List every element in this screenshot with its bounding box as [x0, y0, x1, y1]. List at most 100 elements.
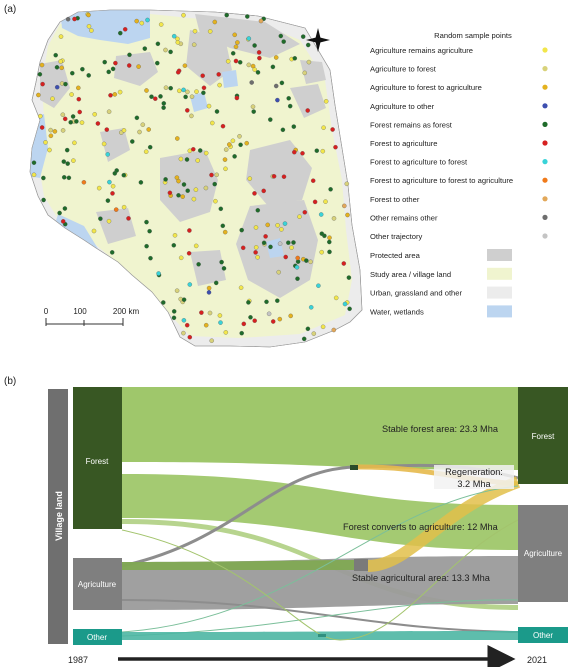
sample-point [225, 59, 231, 64]
sample-point [60, 128, 66, 133]
legend-point-label: Other remains other [370, 213, 438, 222]
flow-agriculture-to-agriculture-green [122, 560, 355, 570]
sample-point [305, 108, 310, 113]
flow-agriculture-to-other [121, 599, 519, 633]
sample-point [223, 166, 228, 172]
sample-point [70, 114, 76, 119]
sample-point [275, 298, 280, 303]
sankey-flows [121, 387, 521, 641]
legend-point-label: Forest to agriculture [370, 139, 438, 148]
sample-point [297, 214, 302, 219]
sample-point [61, 175, 67, 180]
sample-point [86, 12, 91, 18]
sample-point [109, 250, 115, 255]
legend-area-label: Study area / village land [370, 270, 451, 279]
annotation-stable-forest: Stable forest area: 23.3 Mha [382, 424, 499, 434]
sample-point [252, 67, 257, 72]
sample-point [227, 142, 232, 147]
sample-point [70, 70, 75, 76]
sample-point [252, 43, 257, 48]
regeneration-box [434, 465, 514, 489]
sample-point [206, 290, 212, 295]
sample-point [316, 283, 321, 288]
sample-point [76, 85, 81, 91]
sample-point [201, 85, 207, 91]
sample-point [330, 127, 335, 132]
sample-point [147, 228, 152, 234]
sample-point [261, 240, 267, 246]
sample-point [72, 140, 77, 146]
sample-point [112, 171, 118, 176]
sample-point [181, 330, 186, 336]
sample-point [292, 56, 298, 61]
sample-point [137, 129, 142, 135]
sample-point [177, 88, 182, 94]
sample-point [122, 27, 128, 32]
sample-point [127, 52, 132, 58]
sample-point [66, 175, 72, 181]
sample-point [172, 233, 178, 238]
sample-point [193, 187, 199, 192]
sample-point [168, 85, 173, 91]
sample-point [279, 80, 285, 86]
sample-point [263, 234, 268, 239]
sample-point [181, 87, 186, 93]
sample-point [253, 250, 258, 255]
sample-point [220, 123, 226, 129]
sample-point [187, 282, 193, 287]
sample-point [191, 196, 197, 202]
sample-point [181, 318, 187, 323]
sample-point [241, 321, 247, 327]
village-land-bar [48, 389, 68, 644]
flow-marker-forest [350, 465, 358, 470]
sample-points [31, 12, 352, 343]
sample-point [305, 42, 311, 48]
sample-point [145, 17, 150, 23]
sample-point [175, 40, 181, 45]
sample-point [185, 89, 190, 95]
sample-point [212, 181, 217, 187]
scale-label-0: 0 [44, 307, 49, 316]
sample-point [258, 18, 264, 24]
sample-point [134, 115, 140, 121]
legend-point-label: Agriculture to other [370, 102, 435, 111]
right-node-forest-label: Forest [532, 432, 555, 441]
sample-point [216, 72, 221, 77]
sample-point [106, 218, 112, 224]
sample-point [266, 311, 272, 317]
sample-point [253, 245, 259, 250]
sample-point [292, 149, 297, 155]
sample-point [47, 147, 52, 153]
sample-point [248, 315, 253, 320]
sample-point [209, 172, 214, 178]
sample-point [291, 124, 297, 129]
sample-point [126, 216, 131, 221]
sample-point [77, 109, 82, 115]
legend-title: Random sample points [434, 31, 512, 40]
sample-point [238, 285, 244, 290]
left-node-agriculture [73, 558, 122, 610]
sample-point [217, 82, 222, 88]
sample-point [213, 198, 218, 204]
sample-point [341, 261, 347, 266]
sample-point [206, 285, 212, 291]
sample-point [302, 210, 308, 215]
sample-point [347, 306, 352, 312]
sample-point [40, 81, 45, 87]
sample-point [180, 194, 185, 199]
sample-point [155, 41, 161, 47]
legend-point-swatch [542, 214, 548, 220]
right-node-agriculture-label: Agriculture [524, 549, 563, 558]
annotation-forest-to-agriculture: Forest converts to agriculture: 12 Mha [343, 522, 499, 532]
sample-point [60, 112, 66, 117]
sample-point [48, 127, 53, 133]
sample-point [146, 127, 151, 132]
sample-point [184, 157, 190, 162]
sample-point [36, 92, 41, 98]
legend-area-label: Water, wetlands [370, 307, 424, 316]
right-node-forest [518, 387, 568, 484]
sample-point [193, 243, 199, 249]
sample-point [333, 144, 338, 150]
sample-point [107, 179, 112, 185]
legend-point-label: Other trajectory [370, 232, 423, 241]
